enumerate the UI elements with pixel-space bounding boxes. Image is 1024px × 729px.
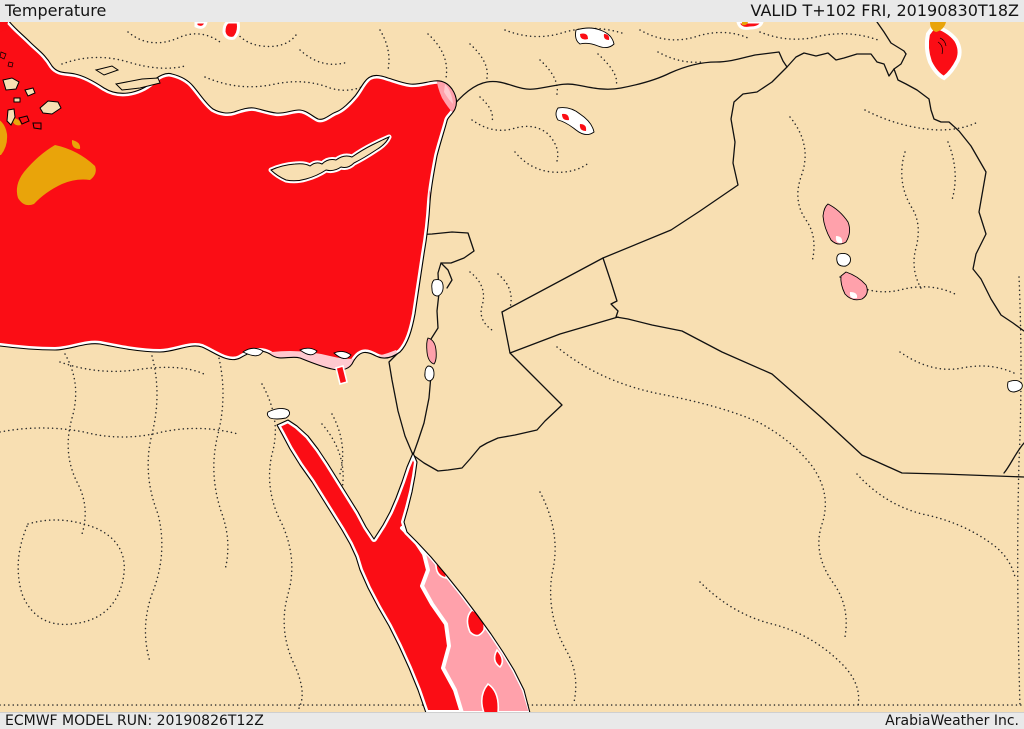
island (6, 108, 16, 126)
lakes-top-edge (0, 22, 764, 40)
cyprus-island (268, 134, 392, 184)
page-title: Temperature (5, 1, 107, 20)
lake-urmia (924, 22, 962, 81)
border-egypt-israel (388, 352, 414, 456)
border-turkey-syria-iraq (447, 51, 907, 113)
dead-sea (424, 337, 437, 382)
islets (0, 51, 14, 68)
country-borders (388, 22, 1024, 478)
suez-canal (335, 365, 348, 385)
border-jordan-saudi (412, 316, 619, 472)
border-iran-iraq (893, 68, 1024, 332)
lake-assad (555, 107, 595, 135)
border-jordan-saudi-link (501, 311, 511, 354)
header-bar: Temperature VALID T+102 FRI, 20190830T18… (0, 0, 1024, 22)
model-run-label: ECMWF MODEL RUN: 20190826T12Z (5, 712, 264, 729)
mediterranean-orange-patches (0, 118, 96, 206)
iraqi-lakes (822, 203, 868, 301)
aegean-islands (0, 51, 161, 130)
hawizeh-marsh (1007, 379, 1023, 393)
temperature-map-canvas (0, 22, 1024, 712)
border-golan (440, 262, 453, 289)
lake-tuz (575, 27, 615, 49)
border-jordan-valley (412, 374, 432, 456)
border-syria-iraq-jordan (501, 66, 788, 313)
island (24, 87, 36, 97)
island (2, 77, 20, 91)
lake-tharthar (822, 203, 851, 245)
valid-time-label: VALID T+102 FRI, 20190830T18Z (750, 1, 1019, 20)
island-hot (32, 122, 42, 130)
footer-bar: ECMWF MODEL RUN: 20190826T12Z ArabiaWeat… (0, 712, 1024, 729)
lake-qarun (266, 407, 291, 420)
lakes (0, 22, 1023, 420)
border-kuwait (1003, 442, 1024, 474)
bodrum-peninsula (94, 65, 120, 76)
datca-peninsula (114, 77, 161, 91)
border-levant (411, 231, 475, 340)
island-rhodes (39, 100, 62, 115)
brand-label: ArabiaWeather Inc. (885, 712, 1019, 729)
island (13, 97, 21, 103)
island-hot (18, 115, 30, 125)
lake-razzaza (840, 271, 868, 301)
nile-delta-lagoons (242, 347, 352, 385)
weather-map (0, 22, 1024, 712)
lake-habbaniyah (836, 252, 851, 267)
lake-galilee (431, 279, 444, 297)
admin-boundaries-dotted (0, 25, 1024, 711)
border-turkey-iran (876, 22, 907, 55)
border-iraq-saudi (602, 257, 1024, 478)
